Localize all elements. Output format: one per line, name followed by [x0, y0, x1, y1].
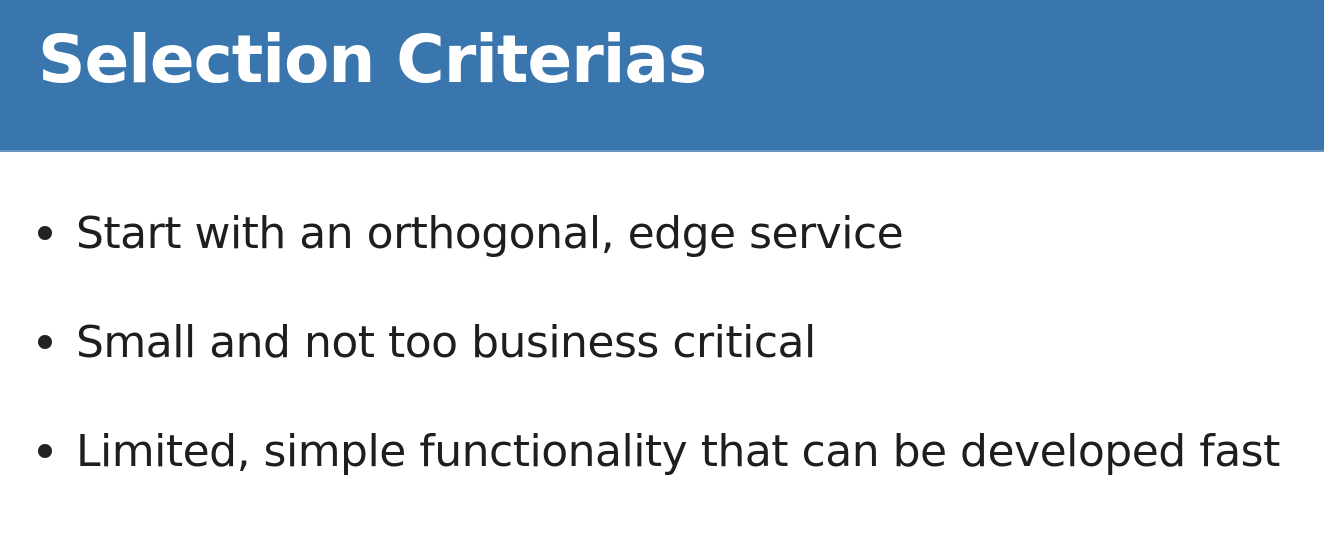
bullet-item: Limited, simple functionality that can b…	[38, 421, 1280, 481]
bullet-text: Small and not too business critical	[76, 316, 816, 368]
bullet-dot-icon	[38, 335, 52, 349]
slide-title: Selection Criterias	[38, 21, 707, 98]
bullet-item: Small and not too business critical	[38, 312, 816, 372]
bullet-text: Start with an orthogonal, edge service	[76, 207, 904, 259]
title-bar: Selection Criterias	[0, 0, 1324, 152]
bullet-text: Limited, simple functionality that can b…	[76, 425, 1280, 477]
bullet-dot-icon	[38, 444, 52, 458]
bullet-item: Start with an orthogonal, edge service	[38, 203, 904, 263]
bullet-dot-icon	[38, 226, 52, 240]
